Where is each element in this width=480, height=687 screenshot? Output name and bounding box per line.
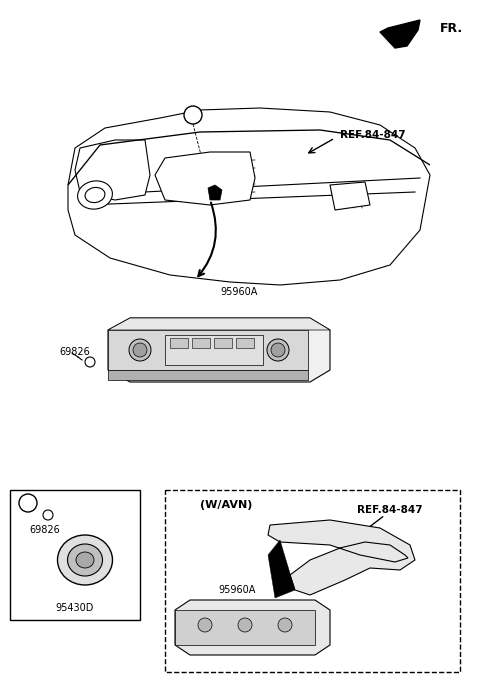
Text: a: a	[190, 110, 196, 120]
Polygon shape	[75, 140, 150, 200]
Bar	[108, 370, 308, 380]
Ellipse shape	[129, 339, 151, 361]
Ellipse shape	[76, 552, 94, 568]
Text: REF.84-847: REF.84-847	[357, 505, 423, 515]
Text: 95430D: 95430D	[56, 603, 94, 613]
Text: a: a	[24, 498, 31, 508]
Text: FR.: FR.	[440, 21, 463, 34]
Polygon shape	[108, 318, 330, 382]
Ellipse shape	[238, 618, 252, 632]
FancyBboxPatch shape	[165, 490, 460, 672]
Bar	[214, 338, 232, 348]
Polygon shape	[175, 600, 330, 655]
Polygon shape	[330, 182, 370, 210]
Bar	[165, 335, 263, 365]
Ellipse shape	[271, 343, 285, 357]
Bar	[10, 490, 140, 620]
Polygon shape	[68, 108, 430, 285]
Bar	[236, 338, 254, 348]
Text: 95960A: 95960A	[218, 585, 255, 595]
Text: (W/AVN): (W/AVN)	[200, 500, 252, 510]
Ellipse shape	[278, 618, 292, 632]
Polygon shape	[175, 610, 315, 645]
Ellipse shape	[58, 535, 112, 585]
Text: 69826: 69826	[60, 347, 90, 357]
Bar	[170, 338, 188, 348]
Polygon shape	[108, 318, 330, 330]
Polygon shape	[268, 540, 295, 598]
Ellipse shape	[198, 618, 212, 632]
Ellipse shape	[78, 181, 112, 209]
Circle shape	[184, 106, 202, 124]
Polygon shape	[380, 20, 420, 48]
Circle shape	[43, 510, 53, 520]
Ellipse shape	[85, 188, 105, 203]
Text: REF.84-847: REF.84-847	[340, 130, 406, 140]
Ellipse shape	[133, 343, 147, 357]
Bar	[192, 338, 210, 348]
Circle shape	[19, 494, 37, 512]
Polygon shape	[108, 330, 308, 370]
Ellipse shape	[68, 544, 103, 576]
Ellipse shape	[267, 339, 289, 361]
Polygon shape	[155, 152, 255, 205]
Polygon shape	[208, 185, 222, 200]
Polygon shape	[268, 520, 415, 595]
Circle shape	[85, 357, 95, 367]
Text: 69826: 69826	[30, 525, 60, 535]
Text: 95960A: 95960A	[220, 287, 257, 297]
